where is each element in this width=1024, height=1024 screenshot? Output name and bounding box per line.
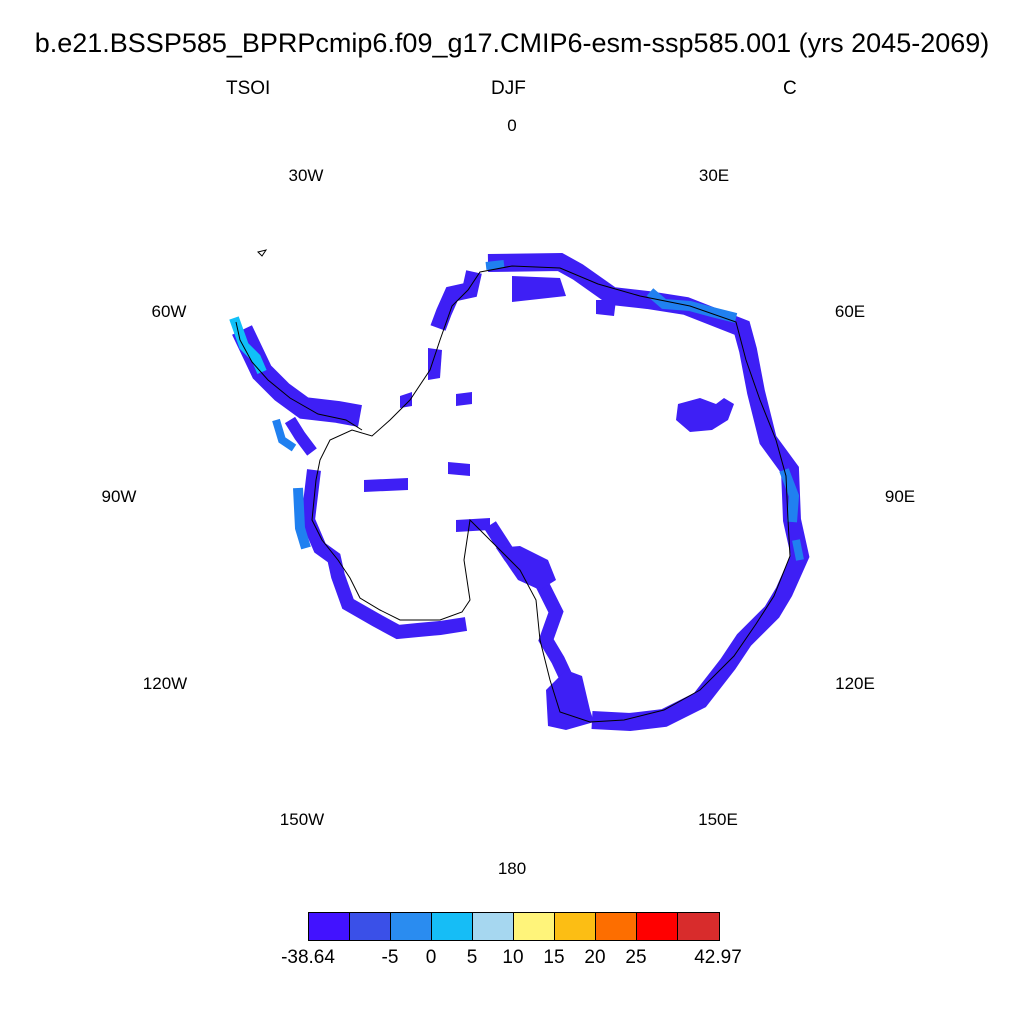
- colorbar-swatch: [555, 913, 596, 940]
- colorbar-swatch: [391, 913, 432, 940]
- lon-label-120w: 120W: [142, 674, 188, 693]
- lon-label-120e: 120E: [835, 674, 875, 693]
- colorbar-label: 25: [625, 947, 647, 968]
- colorbar-swatch: [432, 913, 473, 940]
- colorbar-swatch: [350, 913, 391, 940]
- colorbar-swatch: [637, 913, 678, 940]
- colorbar-swatch: [514, 913, 555, 940]
- colorbar-label: 15: [543, 947, 565, 968]
- map-title: b.e21.BSSP585_BPRPcmip6.f09_g17.CMIP6-es…: [34, 28, 990, 58]
- colorbar-label: 42.97: [694, 947, 742, 968]
- lon-label-90e: 90E: [884, 487, 916, 506]
- colorbar-label: 10: [502, 947, 524, 968]
- lon-label-60e: 60E: [834, 302, 866, 321]
- antarctica-coastal-field: [487, 252, 810, 732]
- season-label: DJF: [491, 78, 526, 99]
- lon-label-90w: 90W: [101, 487, 137, 506]
- units-label: C: [783, 78, 797, 99]
- colorbar-label: 20: [584, 947, 606, 968]
- colorbar-label: -5: [381, 947, 399, 968]
- lon-label-150w: 150W: [279, 810, 325, 829]
- lon-label-180: 180: [497, 859, 527, 878]
- colorbar-label: 5: [466, 947, 478, 968]
- colorbar-label: 0: [425, 947, 437, 968]
- colorbar-swatch: [596, 913, 637, 940]
- colorbar-swatch: [473, 913, 514, 940]
- lon-label-150e: 150E: [698, 810, 738, 829]
- colorbar-swatch: [309, 913, 350, 940]
- colorbar: [308, 912, 720, 941]
- colorbar-swatch: [678, 913, 719, 940]
- lon-label-60w: 60W: [151, 302, 187, 321]
- lon-label-30e: 30E: [698, 166, 730, 185]
- colorbar-label: -38.64: [281, 947, 335, 968]
- variable-label: TSOI: [226, 78, 271, 99]
- lon-label-30w: 30W: [288, 166, 324, 185]
- lon-label-0: 0: [507, 116, 517, 135]
